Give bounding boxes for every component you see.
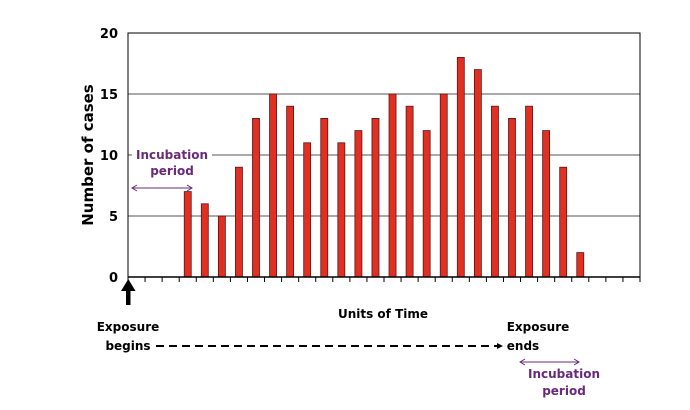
bar [508,118,516,278]
bar [303,142,312,278]
bar [200,203,209,278]
bar [491,105,499,278]
bar [286,105,295,278]
bar [371,118,380,278]
y-axis-label: Number of cases [79,84,97,226]
exposure-begins-line1: Exposure [97,320,160,334]
incubation-end-line2: period [542,384,586,398]
bar [235,166,243,278]
bar [405,105,414,278]
bar [337,142,346,278]
bar [576,252,585,278]
incubation-end-double-arrow [519,358,580,366]
bar [269,93,277,278]
exposure-dashed-arrow [156,343,503,349]
bar [183,191,192,278]
exposure-ends-line2: ends [507,339,539,353]
y-tick-labels: 0 5 10 15 20 [100,27,118,286]
x-axis-label: Units of Time [338,307,428,321]
bar [252,118,260,278]
y-tick-label: 0 [109,271,118,286]
bar [354,130,363,278]
bar [320,118,329,278]
incubation-end-line1: Incubation [528,367,600,381]
axes [127,32,641,282]
y-tick-label: 5 [109,210,118,225]
exposure-begins-arrow-icon [121,279,136,305]
incubation-double-arrow [131,184,193,192]
bar [422,130,431,278]
bar [217,215,226,278]
y-tick-label: 15 [100,88,118,103]
exposure-begins-line2: begins [105,339,150,353]
bar [388,93,397,278]
bar [456,57,465,278]
bar [525,105,533,278]
bar [542,130,551,278]
bar [559,166,568,278]
incubation-label-line2: period [150,164,194,178]
exposure-ends-line1: Exposure [507,320,570,334]
bar [473,69,482,278]
incubation-label-line1: Incubation [136,148,208,162]
bars [183,57,585,278]
y-tick-label: 20 [100,27,118,42]
annotation-background [132,146,212,180]
y-tick-label: 10 [100,149,118,164]
bar [439,93,448,278]
